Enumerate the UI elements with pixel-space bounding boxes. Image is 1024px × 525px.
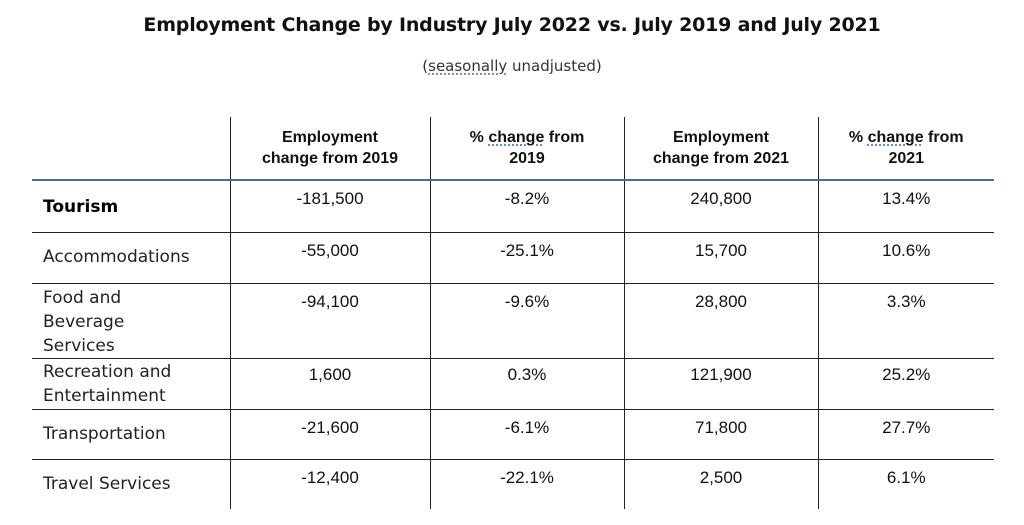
- row-label: Accommodations: [32, 232, 230, 284]
- header-line1: Employment: [672, 129, 769, 146]
- row-label: Travel Services: [43, 473, 171, 494]
- header-post: from: [923, 129, 964, 146]
- row-label: Tourism: [32, 180, 230, 233]
- table-cell: -22.1%: [429, 459, 624, 509]
- table-cell: -25.1%: [429, 232, 624, 284]
- table-cell: 28,800: [623, 283, 818, 359]
- table-cell: 13.4%: [817, 180, 994, 233]
- table-cell: 121,900: [623, 358, 818, 410]
- table-cell: -12,400: [229, 459, 430, 509]
- table-cell: 6.1%: [817, 459, 994, 509]
- table-cell: -21,600: [229, 409, 430, 460]
- header-post: from: [544, 129, 585, 146]
- header-line2: 2021: [888, 150, 925, 167]
- table-cell: -6.1%: [429, 409, 624, 460]
- page-subtitle: (seasonally unadjusted): [0, 57, 1024, 75]
- table-cell: 1,600: [229, 358, 430, 410]
- table-row-tourism: Tourism -181,500 -8.2% 240,800 13.4%: [32, 180, 994, 233]
- page-title: Employment Change by Industry July 2022 …: [143, 14, 881, 36]
- table-cell: -94,100: [229, 283, 430, 359]
- header-pct-change-2021: % change from 2021: [817, 117, 994, 181]
- header-emp-change-2021: Employment change from 2021: [623, 117, 818, 181]
- header-line2: change from 2019: [261, 150, 399, 167]
- table-cell: 10.6%: [817, 232, 994, 284]
- table-row-transportation: Transportation -21,600 -6.1% 71,800 27.7…: [32, 409, 994, 460]
- header-pct-change-2019: % change from 2019: [429, 117, 624, 181]
- table-cell: 71,800: [623, 409, 818, 460]
- header-line2: 2019: [509, 150, 545, 167]
- table-cell: 0.3%: [429, 358, 624, 410]
- subtitle-open: (: [422, 57, 429, 75]
- table-cell: -9.6%: [429, 283, 624, 359]
- table-cell: 3.3%: [817, 283, 994, 359]
- table-cell: -8.2%: [429, 180, 624, 233]
- table-cell: 240,800: [623, 180, 818, 233]
- table-header-row: Employment change from 2019 % change fro…: [32, 117, 994, 181]
- header-emp-change-2019: Employment change from 2019: [229, 117, 430, 181]
- table-cell: -181,500: [229, 180, 430, 233]
- subtitle-underlined-word: seasonally: [428, 57, 508, 75]
- table-cell: 25.2%: [817, 358, 994, 410]
- header-line1: Employment: [281, 129, 378, 146]
- table-cell: 27.7%: [817, 409, 994, 460]
- header-underlined: change: [488, 129, 545, 146]
- table-row-travel-services: Travel Services -12,400 -22.1% 2,500 6.1…: [32, 459, 994, 509]
- row-label: Food and Beverage Services: [32, 283, 230, 359]
- table-row-accommodations: Accommodations -55,000 -25.1% 15,700 10.…: [32, 232, 994, 284]
- table-cell: 15,700: [623, 232, 818, 284]
- header-blank: [32, 117, 230, 181]
- header-underlined: change: [867, 129, 924, 146]
- table-row-recreation: Recreation and Entertainment 1,600 0.3% …: [32, 358, 994, 410]
- employment-table: Employment change from 2019 % change fro…: [32, 117, 994, 509]
- table-cell: 2,500: [623, 459, 818, 509]
- header-pre: %: [848, 129, 868, 146]
- header-pre: %: [469, 129, 489, 146]
- table-row-food-beverage: Food and Beverage Services -94,100 -9.6%…: [32, 283, 994, 359]
- header-line2: change from 2021: [652, 150, 790, 167]
- row-label: Transportation: [32, 409, 230, 460]
- subtitle-rest: unadjusted): [507, 57, 602, 75]
- row-label: Recreation and Entertainment: [32, 358, 230, 410]
- table-cell: -55,000: [229, 232, 430, 284]
